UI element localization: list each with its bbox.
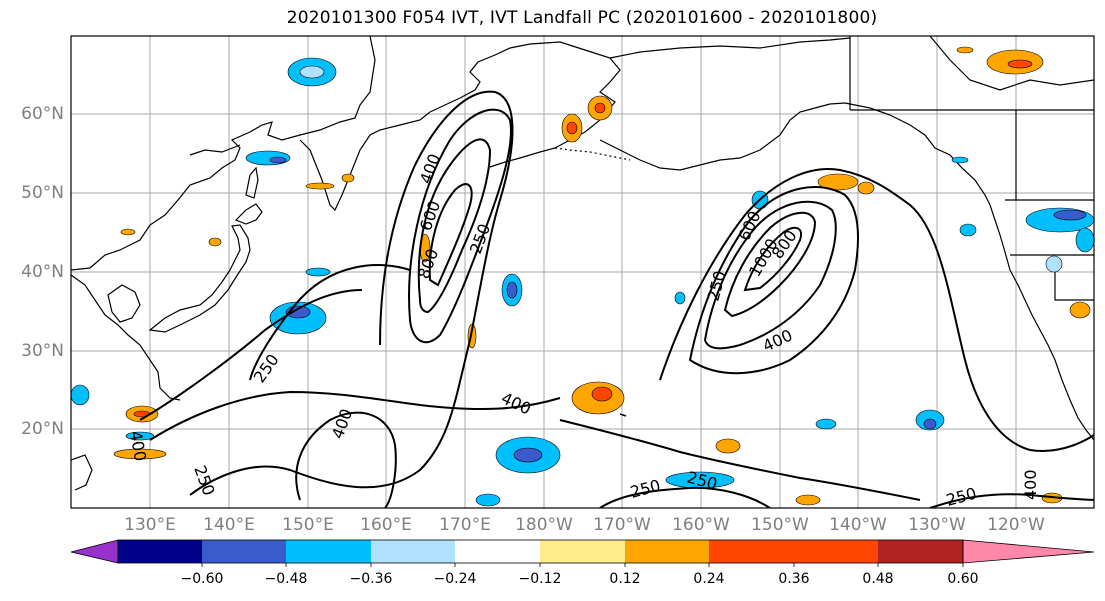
lon-label-160e: 160°E	[360, 515, 412, 535]
lon-label-120w: 120°W	[987, 515, 1045, 535]
colorbar-tick-label: 0.48	[862, 571, 894, 587]
colorbar-extend-min	[70, 539, 119, 564]
colorbar-tick-label: 0.12	[609, 571, 641, 587]
colorbar-tick-label: −0.24	[433, 571, 477, 587]
colorbar-tick-label: −0.48	[264, 571, 308, 587]
colorbar-extend-max	[962, 539, 1095, 564]
colorbar-segment	[202, 540, 286, 563]
colorbar-tick-label: −0.12	[518, 571, 562, 587]
lon-label-180w: 180°W	[515, 515, 573, 535]
lon-label-140w: 140°W	[829, 515, 887, 535]
map-frame	[70, 35, 1095, 509]
lon-label-150w: 150°W	[751, 515, 809, 535]
colorbar-tick-label: −0.36	[349, 571, 393, 587]
colorbar-tick-label: −0.60	[180, 571, 224, 587]
colorbar-segment	[878, 540, 963, 563]
lat-label-40n: 40°N	[21, 262, 64, 282]
coastlines	[71, 36, 1094, 491]
lon-label-130e: 130°E	[124, 515, 176, 535]
ivt-contours	[139, 90, 1094, 508]
lat-label-30n: 30°N	[21, 341, 64, 361]
colorbar	[70, 539, 1095, 567]
colorbar-segment	[794, 540, 878, 563]
colorbar-tick-label: 0.24	[693, 571, 725, 587]
colorbar-segment	[118, 540, 202, 563]
colorbar-segment	[709, 540, 794, 563]
lon-label-170e: 170°E	[439, 515, 491, 535]
lon-label-130w: 130°W	[908, 515, 966, 535]
lat-label-50n: 50°N	[21, 183, 64, 203]
lon-label-160w: 160°W	[672, 515, 730, 535]
colorbar-segment	[286, 540, 371, 563]
colorbar-tick-label: 0.36	[778, 571, 810, 587]
lon-label-140e: 140°E	[203, 515, 255, 535]
lon-label-150e: 150°E	[282, 515, 334, 535]
lat-label-20n: 20°N	[21, 419, 64, 439]
lon-label-170w: 170°W	[593, 515, 651, 535]
contour-label-400: 400	[1021, 469, 1040, 500]
ivt-anomaly-shading	[71, 46, 1094, 507]
lat-label-60n: 60°N	[21, 104, 64, 124]
colorbar-segment	[371, 540, 455, 563]
colorbar-segment	[540, 540, 625, 563]
colorbar-segment	[625, 540, 709, 563]
map-title: 2020101300 F054 IVT, IVT Landfall PC (20…	[286, 8, 878, 28]
colorbar-segment	[455, 540, 540, 563]
colorbar-tick-label: 0.60	[947, 571, 979, 587]
